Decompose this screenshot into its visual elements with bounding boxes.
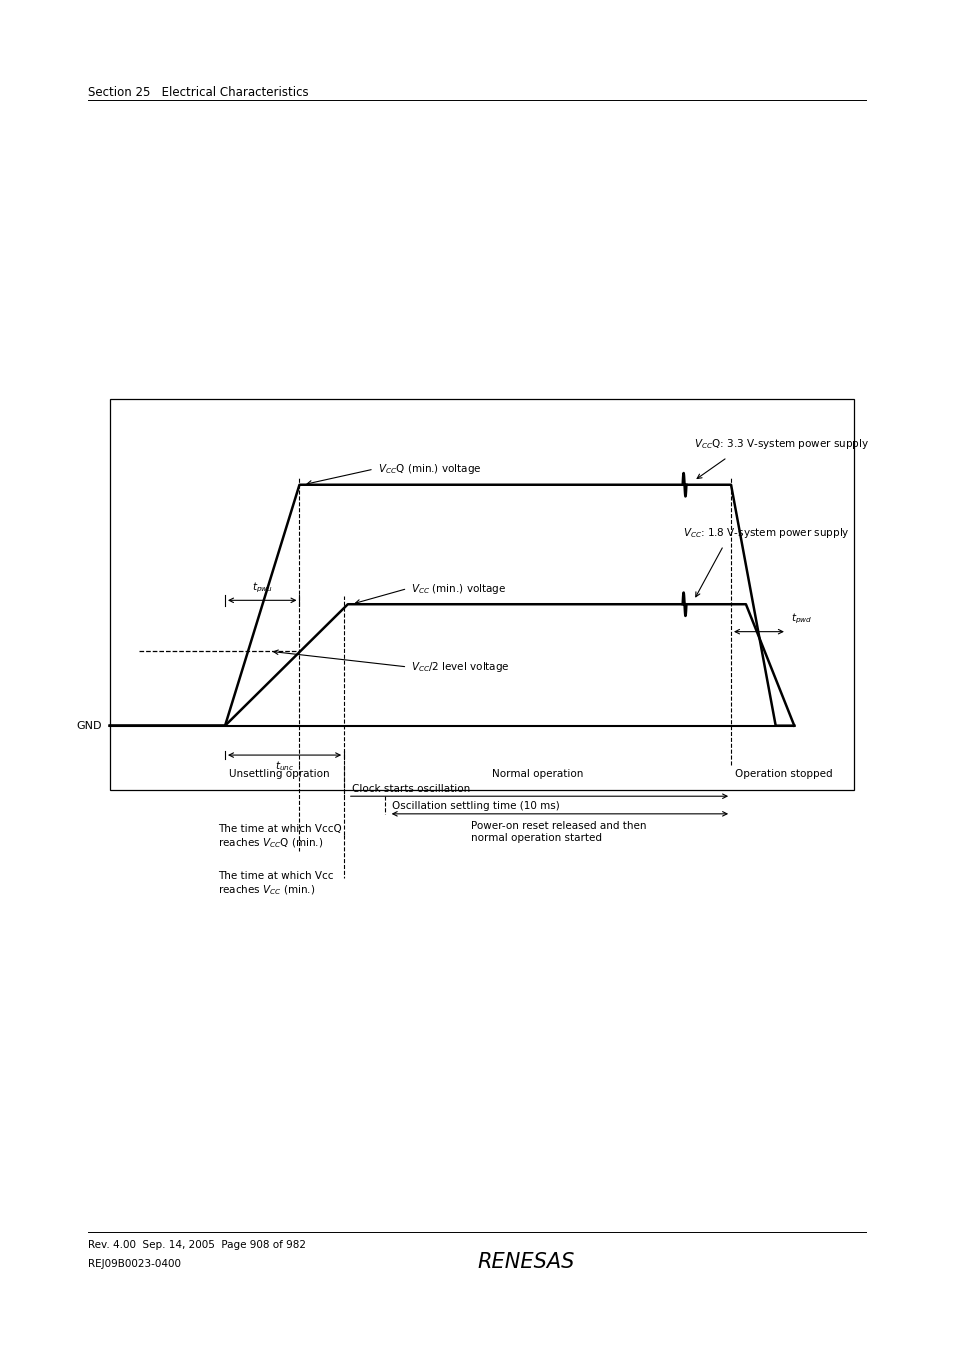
- Text: Rev. 4.00  Sep. 14, 2005  Page 908 of 982: Rev. 4.00 Sep. 14, 2005 Page 908 of 982: [88, 1240, 306, 1250]
- Text: Normal operation: Normal operation: [492, 769, 582, 778]
- Text: Clock starts oscillation: Clock starts oscillation: [351, 784, 469, 793]
- Text: Power-on reset released and then
normal operation started: Power-on reset released and then normal …: [470, 820, 645, 843]
- Text: Oscillation settling time (10 ms): Oscillation settling time (10 ms): [392, 801, 559, 811]
- Text: The time at which VccQ
reaches $V_{CC}$Q (min.): The time at which VccQ reaches $V_{CC}$Q…: [217, 824, 341, 850]
- Text: $V_{CC}$: 1.8 V-system power supply: $V_{CC}$: 1.8 V-system power supply: [682, 526, 848, 539]
- Text: $t_{pwd}$: $t_{pwd}$: [790, 612, 811, 627]
- Text: Operation stopped: Operation stopped: [734, 769, 832, 778]
- Text: GND: GND: [76, 720, 102, 731]
- Text: $V_{CC}$Q: 3.3 V-system power supply: $V_{CC}$Q: 3.3 V-system power supply: [693, 438, 868, 451]
- Text: $t_{pwu}$: $t_{pwu}$: [252, 581, 273, 594]
- Text: Section 25   Electrical Characteristics: Section 25 Electrical Characteristics: [88, 86, 308, 100]
- Text: RENESAS: RENESAS: [476, 1252, 574, 1273]
- Text: REJ09B0023-0400: REJ09B0023-0400: [88, 1259, 180, 1269]
- Text: $V_{CC}$Q (min.) voltage: $V_{CC}$Q (min.) voltage: [377, 462, 480, 476]
- Text: $V_{CC}$ (min.) voltage: $V_{CC}$ (min.) voltage: [411, 581, 506, 596]
- Text: $t_{unc}$: $t_{unc}$: [274, 759, 294, 773]
- Text: The time at which Vcc
reaches $V_{CC}$ (min.): The time at which Vcc reaches $V_{CC}$ (…: [217, 870, 333, 897]
- Text: Unsettling opration: Unsettling opration: [229, 769, 329, 778]
- Bar: [110, 399, 853, 790]
- Text: $V_{CC}$/2 level voltage: $V_{CC}$/2 level voltage: [411, 659, 509, 674]
